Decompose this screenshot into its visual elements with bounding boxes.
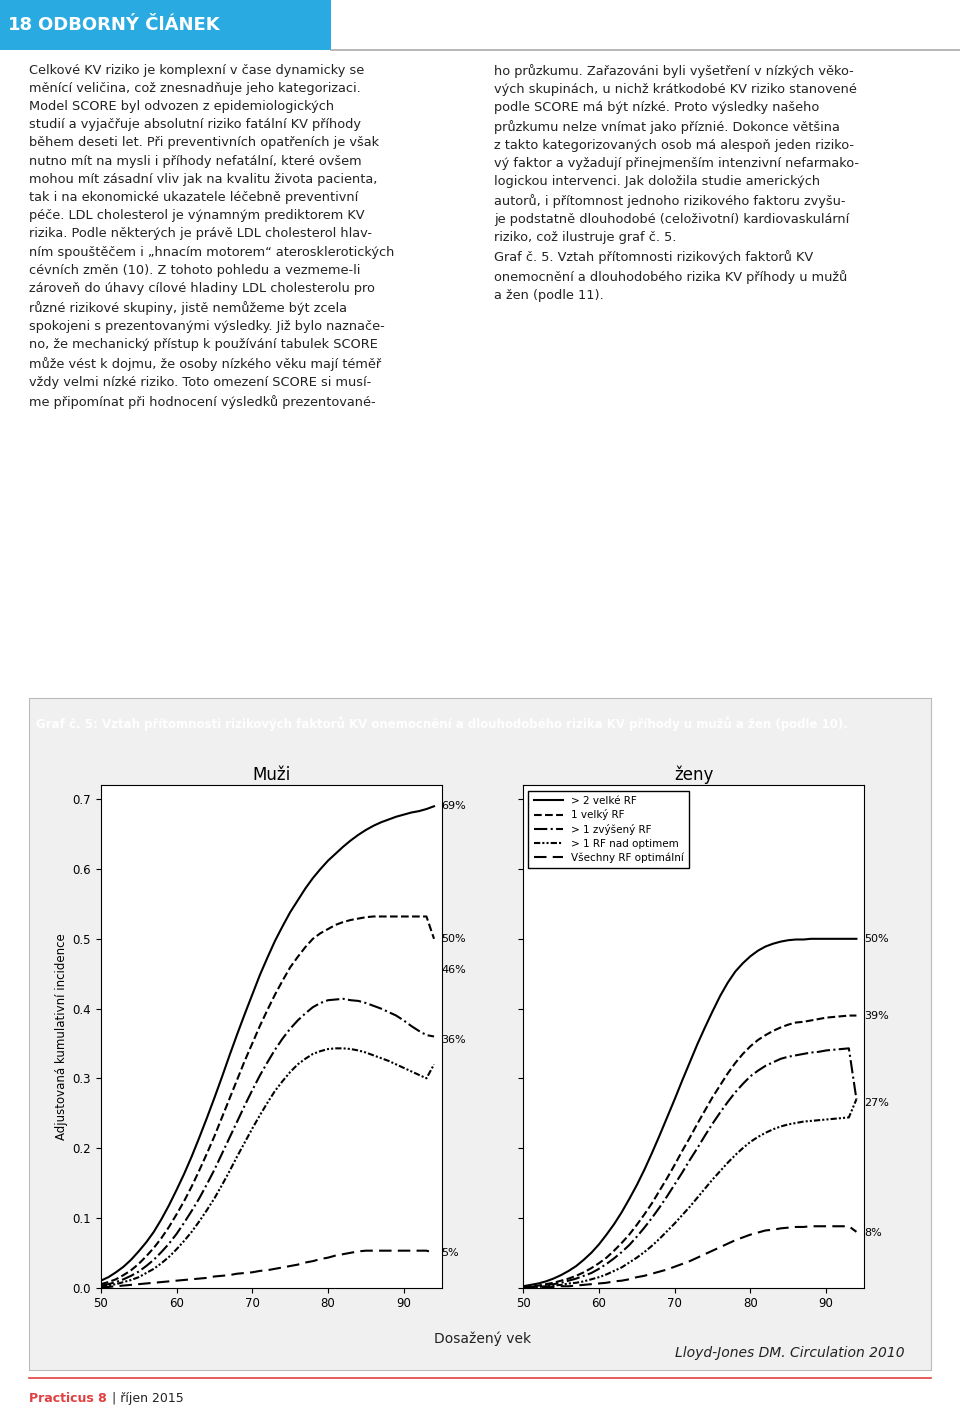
Text: 18: 18 — [8, 16, 33, 34]
Text: | říjen 2015: | říjen 2015 — [111, 1392, 183, 1405]
Y-axis label: Adjustovaná kumulativní incidence: Adjustovaná kumulativní incidence — [56, 932, 68, 1140]
Text: ODBORNÝ ČlÁNEK: ODBORNÝ ČlÁNEK — [38, 16, 220, 34]
Text: Celkové KV riziko je komplexní v čase dynamicky se
měnící veličina, což znesnadň: Celkové KV riziko je komplexní v čase dy… — [29, 64, 395, 409]
Text: Lloyd-Jones DM. Circulation 2010: Lloyd-Jones DM. Circulation 2010 — [675, 1346, 904, 1360]
Text: onemocnění: onemocnění — [494, 791, 583, 805]
Text: Practicus 8: Practicus 8 — [29, 1392, 107, 1405]
Text: Dosažený vek: Dosažený vek — [434, 1332, 531, 1346]
Text: 5%: 5% — [442, 1248, 459, 1258]
Text: ho průzkumu. Zařazováni byli vyšetření v nízkých věko-
vých skupinách, u nichž k: ho průzkumu. Zařazováni byli vyšetření v… — [494, 64, 859, 320]
Text: Graf č. 5: Vztah přítomnosti rizikových faktorů KV onemocnění a dlouhodobého riz: Graf č. 5: Vztah přítomnosti rizikových … — [36, 716, 848, 732]
FancyBboxPatch shape — [0, 0, 331, 50]
Text: Pozitivní rodinná amnéza byla hodnocena u obou
pohlaví pro arteriální hypertenzi: Pozitivní rodinná amnéza byla hodnocena … — [494, 841, 851, 890]
Text: 50%: 50% — [442, 934, 467, 944]
Text: 27%: 27% — [864, 1098, 889, 1108]
Text: 46%: 46% — [442, 965, 467, 975]
Legend: > 2 velké RF, 1 velký RF, > 1 zvýšený RF, > 1 RF nad optimem, Všechny RF optimál: > 2 velké RF, 1 velký RF, > 1 zvýšený RF… — [528, 791, 689, 867]
Text: Analýza vlivu pozitivní rodinné amnézy na výskyt: Analýza vlivu pozitivní rodinné amnézy n… — [494, 743, 853, 756]
Title: ženy: ženy — [674, 766, 713, 784]
Text: 69%: 69% — [442, 801, 467, 811]
Text: 8%: 8% — [864, 1228, 881, 1238]
Text: 50%: 50% — [864, 934, 889, 944]
Text: 39%: 39% — [864, 1010, 889, 1020]
Title: Muži: Muži — [252, 766, 290, 784]
Text: 36%: 36% — [442, 1034, 467, 1044]
